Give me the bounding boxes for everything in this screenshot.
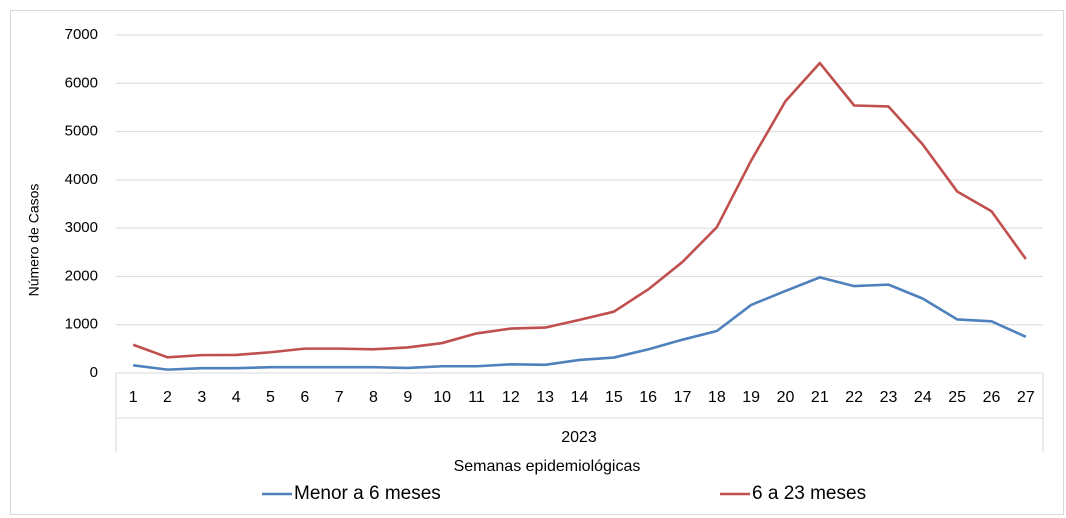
x-tick-label: 2	[163, 389, 172, 406]
y-tick-label: 6000	[65, 74, 98, 91]
x-tick-label: 11	[468, 389, 485, 406]
x-tick-label: 17	[674, 389, 692, 406]
series-line	[132, 61, 1027, 359]
x-tick-label: 23	[880, 389, 898, 406]
x-tick-label: 12	[502, 389, 520, 406]
x-tick-label: 6	[300, 389, 309, 406]
x-group-label: 2023	[561, 429, 597, 446]
x-tick-label: 4	[232, 389, 241, 406]
y-tick-label: 2000	[65, 267, 98, 284]
x-tick-label: 13	[536, 389, 554, 406]
x-axis-title: Semanas epidemiológicas	[454, 458, 641, 475]
x-tick-label: 24	[914, 389, 932, 406]
y-tick-label: 0	[90, 364, 98, 381]
x-tick-label: 27	[1017, 389, 1035, 406]
x-tick-label: 21	[811, 389, 829, 406]
x-tick-label: 22	[845, 389, 863, 406]
x-tick-label: 19	[742, 389, 760, 406]
x-tick-label: 3	[197, 389, 206, 406]
x-tick-label: 26	[983, 389, 1001, 406]
y-axis-title: Número de Casos	[26, 184, 42, 297]
legend-label: 6 a 23 meses	[752, 483, 866, 504]
y-tick-label: 7000	[65, 26, 98, 43]
x-tick-label: 7	[335, 389, 344, 406]
x-tick-label: 9	[403, 389, 412, 406]
x-tick-label: 16	[639, 389, 657, 406]
legend-label: Menor a 6 meses	[294, 483, 441, 504]
chart-border	[10, 10, 1064, 515]
x-tick-label: 1	[129, 389, 138, 406]
y-tick-label: 1000	[65, 316, 98, 333]
y-tick-label: 4000	[65, 171, 98, 188]
x-tick-label: 8	[369, 389, 378, 406]
x-tick-label: 10	[433, 389, 451, 406]
y-tick-label: 5000	[65, 123, 98, 140]
x-tick-label: 25	[948, 389, 966, 406]
x-tick-label: 5	[266, 389, 275, 406]
x-tick-label: 20	[777, 389, 795, 406]
x-tick-label: 15	[605, 389, 623, 406]
y-tick-label: 3000	[65, 219, 98, 236]
x-tick-label: 18	[708, 389, 726, 406]
series-line	[133, 276, 1027, 371]
x-tick-label: 14	[571, 389, 589, 406]
